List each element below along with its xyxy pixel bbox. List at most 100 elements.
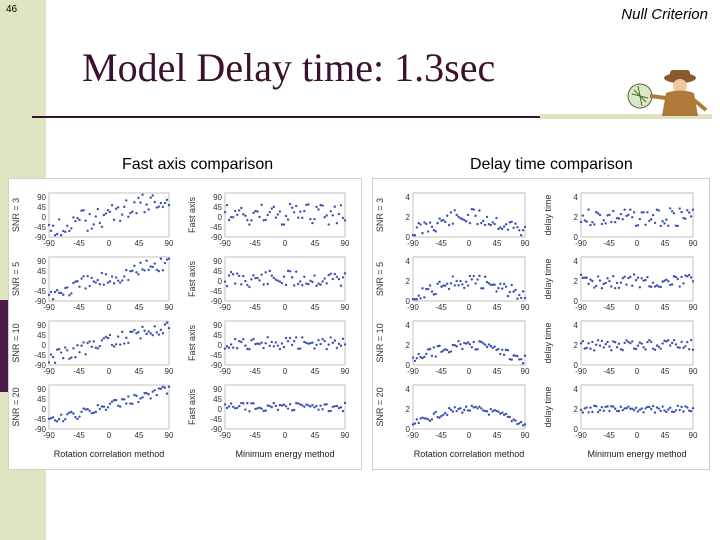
- y-tick-label: 2: [574, 341, 579, 350]
- data-point: [464, 220, 468, 223]
- data-point: [680, 340, 683, 344]
- y-tick-label: -90: [210, 297, 222, 306]
- x-tick-label: 0: [283, 239, 288, 248]
- x-tick-label: 45: [311, 239, 320, 248]
- x-axis-label: Rotation correlation method: [414, 449, 525, 459]
- data-point: [489, 283, 493, 286]
- y-tick-label: 45: [213, 395, 222, 404]
- data-point: [651, 404, 655, 408]
- data-point: [682, 346, 685, 349]
- data-point: [581, 339, 585, 343]
- data-point: [227, 405, 231, 408]
- data-point: [96, 207, 100, 211]
- data-point: [305, 403, 308, 406]
- data-point: [141, 193, 144, 196]
- data-point: [307, 282, 310, 286]
- x-tick-label: 90: [689, 239, 698, 248]
- plot-frame: [580, 192, 694, 238]
- data-point: [493, 345, 496, 348]
- data-point: [60, 234, 63, 237]
- data-point: [66, 224, 69, 227]
- data-point: [501, 411, 504, 414]
- data-point: [629, 407, 632, 410]
- data-point: [612, 340, 615, 343]
- x-tick-label: -90: [43, 431, 55, 440]
- data-point: [319, 342, 322, 346]
- data-point: [51, 416, 55, 419]
- data-point: [623, 208, 626, 211]
- data-point: [421, 416, 424, 419]
- data-point: [464, 280, 468, 283]
- data-point: [434, 410, 437, 414]
- data-point: [268, 404, 271, 408]
- data-point: [301, 404, 304, 407]
- data-point: [57, 291, 61, 295]
- data-point: [157, 333, 161, 336]
- data-point: [64, 230, 67, 234]
- data-point: [591, 279, 594, 283]
- data-point: [585, 406, 588, 409]
- data-point: [104, 273, 108, 276]
- data-point: [436, 221, 439, 225]
- data-point: [246, 218, 249, 222]
- data-point: [593, 349, 596, 352]
- data-point: [421, 231, 424, 235]
- data-point: [98, 221, 102, 225]
- data-point: [512, 354, 515, 357]
- data-point: [337, 277, 341, 281]
- x-tick-label: 45: [135, 367, 144, 376]
- y-tick-label: 4: [574, 321, 579, 330]
- data-point: [655, 406, 659, 409]
- x-axis-label: Minimum energy method: [235, 449, 334, 459]
- data-point: [468, 221, 472, 225]
- left-figure-caption: Fast axis comparison: [122, 156, 274, 173]
- x-tick-label: 0: [467, 367, 472, 376]
- data-point: [417, 221, 420, 225]
- data-point: [428, 419, 432, 422]
- data-point: [659, 285, 662, 289]
- data-point: [242, 274, 245, 278]
- data-point: [518, 293, 521, 297]
- data-point: [231, 405, 235, 408]
- data-point: [615, 409, 619, 413]
- x-tick-label: 90: [341, 431, 350, 440]
- data-point: [108, 280, 112, 283]
- x-tick-label: 0: [635, 431, 640, 440]
- x-tick-label: 0: [283, 367, 288, 376]
- data-point: [663, 339, 666, 342]
- y-tick-label: 2: [574, 213, 579, 222]
- data-point: [53, 361, 57, 365]
- x-tick-label: 0: [635, 239, 640, 248]
- data-point: [147, 208, 150, 211]
- data-point: [672, 410, 676, 414]
- data-point: [143, 269, 146, 272]
- data-point: [315, 404, 318, 408]
- data-point: [417, 421, 420, 425]
- data-point: [323, 339, 326, 343]
- data-point: [145, 203, 148, 206]
- data-point: [129, 402, 132, 405]
- data-point: [141, 325, 144, 329]
- data-point: [480, 221, 483, 225]
- data-point: [585, 276, 588, 279]
- data-point: [621, 277, 624, 280]
- data-point: [72, 281, 75, 285]
- data-point: [438, 416, 441, 419]
- data-point: [315, 284, 318, 287]
- data-point: [335, 346, 339, 350]
- data-point: [70, 356, 73, 359]
- data-point: [602, 282, 605, 286]
- x-tick-label: 45: [311, 367, 320, 376]
- data-point: [608, 345, 611, 348]
- data-point: [116, 404, 120, 407]
- data-point: [272, 401, 276, 405]
- x-tick-label: 0: [107, 239, 112, 248]
- x-tick-label: 45: [311, 303, 320, 312]
- y-axis-label: delay time: [543, 386, 553, 427]
- data-point: [161, 205, 165, 209]
- y-tick-label: 0: [406, 297, 411, 306]
- data-point: [325, 282, 328, 285]
- data-point: [426, 418, 430, 421]
- data-point: [70, 410, 73, 414]
- data-point: [309, 405, 312, 408]
